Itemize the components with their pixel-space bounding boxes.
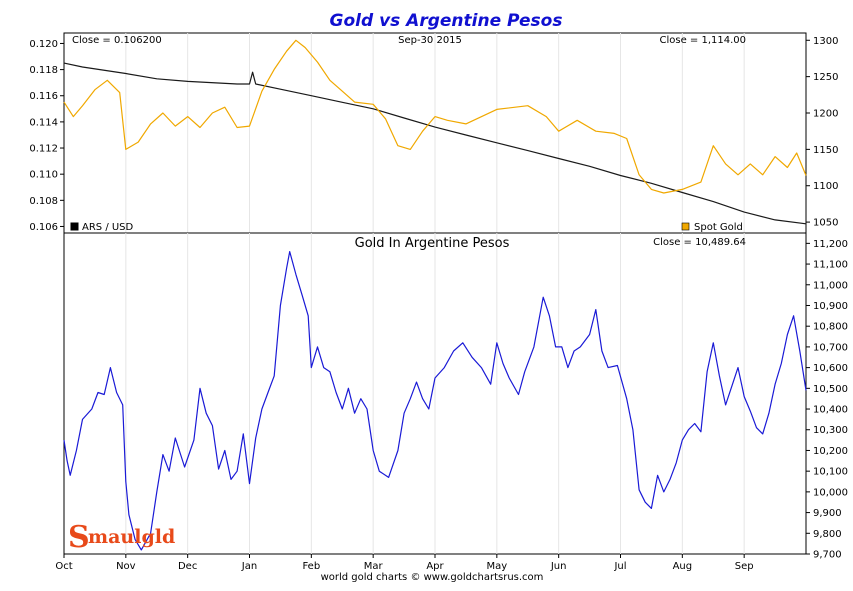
legend-label-ars: ARS / USD	[82, 222, 134, 233]
top-right-axis-ticks: 1300 1250 1200 1150 1100 1050	[806, 36, 838, 229]
top-right-tick-label: 1200	[813, 109, 838, 120]
bottom-right-tick-label: 10,500	[813, 384, 848, 395]
top-right-tick-label: 1250	[813, 72, 838, 83]
bottom-right-tick-label: 9,700	[813, 550, 842, 561]
bottom-panel: 11,200 11,100 11,000 10,900 10,800 10,700 10,6…	[63, 232, 848, 561]
x-tick-label: Jan	[241, 561, 257, 572]
legend-swatch-ars	[70, 222, 79, 231]
bottom-right-tick-label: 10,300	[813, 425, 848, 436]
top-panel: 0.120 0.118 0.116 0.114 0.112 0.110 0.108 0.106…	[29, 32, 838, 234]
top-left-tick-label: 0.108	[29, 196, 58, 207]
x-tick-label: Jun	[550, 561, 567, 572]
bottom-title: Gold In Argentine Pesos	[355, 236, 510, 251]
top-left-tick-label: 0.120	[29, 39, 58, 50]
bottom-right-tick-label: 11,000	[813, 280, 848, 291]
x-tick-label: Mar	[364, 561, 384, 572]
x-axis: Oct Nov Dec Jan Feb Mar Apr May Jun Jul Aug Sep	[55, 554, 754, 572]
logo-initial: S	[68, 520, 90, 555]
bottom-right-tick-label: 10,000	[813, 487, 848, 498]
bottom-right-tick-label: 9,800	[813, 529, 842, 540]
x-tick-label: Oct	[55, 561, 72, 572]
bottom-series-line	[63, 251, 807, 551]
top-right-tick-label: 1100	[813, 181, 838, 192]
bottom-right-tick-label: 10,800	[813, 322, 848, 333]
spot-gold-line	[63, 39, 807, 194]
date-readout: Sep-30 2015	[398, 35, 462, 46]
right-close-readout: Close = 1,114.00	[659, 35, 746, 46]
footer-credit: world gold charts © www.goldchartsrus.co…	[321, 572, 544, 583]
logo-rest: maulgld	[88, 526, 175, 548]
bottom-right-tick-label: 11,100	[813, 260, 848, 271]
bottom-right-tick-label: 9,900	[813, 508, 842, 519]
chart-title: Gold vs Argentine Pesos	[330, 11, 563, 31]
x-tick-label: Sep	[735, 561, 754, 572]
top-left-tick-label: 0.110	[29, 170, 58, 181]
top-left-tick-label: 0.112	[29, 144, 58, 155]
ars-usd-line	[63, 62, 807, 225]
x-tick-label: Apr	[426, 561, 444, 572]
x-tick-label: Dec	[178, 561, 197, 572]
bottom-right-tick-label: 10,700	[813, 342, 848, 353]
top-left-axis-ticks: 0.120 0.118 0.116 0.114 0.112 0.110 0.108 0.106	[29, 39, 64, 233]
x-tick-label: May	[486, 561, 507, 572]
legend-swatch-gold	[681, 222, 690, 231]
bottom-right-tick-label: 10,600	[813, 363, 848, 374]
top-left-tick-label: 0.118	[29, 65, 58, 76]
bottom-right-tick-label: 10,400	[813, 405, 848, 416]
top-left-tick-label: 0.116	[29, 91, 58, 102]
x-tick-label: Jul	[613, 561, 626, 572]
top-gridlines	[125, 33, 745, 233]
x-tick-label: Feb	[302, 561, 320, 572]
bottom-gridlines	[125, 233, 745, 554]
legend-label-gold: Spot Gold	[694, 222, 743, 233]
top-left-tick-label: 0.106	[29, 222, 58, 233]
bottom-right-tick-label: 10,900	[813, 301, 848, 312]
x-tick-label: Nov	[116, 561, 136, 572]
bottom-right-axis-ticks: 11,200 11,100 11,000 10,900 10,800 10,700 10,6…	[806, 239, 848, 561]
top-right-tick-label: 1150	[813, 145, 838, 156]
bottom-right-tick-label: 10,200	[813, 446, 848, 457]
left-close-readout: Close = 0.106200	[72, 35, 162, 46]
top-right-tick-label: 1300	[813, 36, 838, 47]
top-right-tick-label: 1050	[813, 218, 838, 229]
gold-in-pesos-line	[63, 251, 807, 551]
bottom-right-tick-label: 10,100	[813, 467, 848, 478]
bottom-close-readout: Close = 10,489.64	[653, 237, 746, 248]
x-tick-label: Aug	[673, 561, 693, 572]
top-left-tick-label: 0.114	[29, 117, 58, 128]
top-series-lines	[63, 39, 807, 225]
bottom-right-tick-label: 11,200	[813, 239, 848, 250]
smaulgld-logo: S maulgld	[68, 520, 175, 555]
